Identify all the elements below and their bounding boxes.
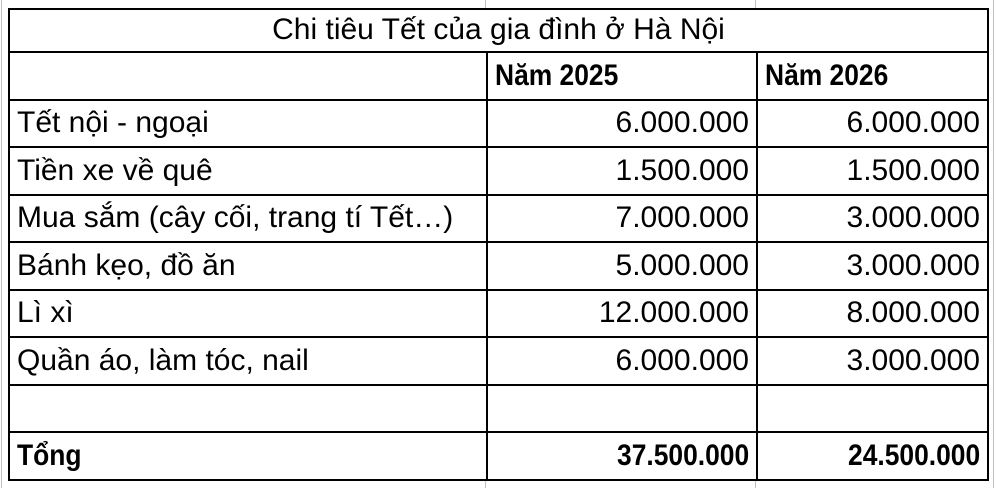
amount-2026-cell[interactable]: 6.000.000	[756, 98, 989, 149]
table-row: Lì xì 12.000.000 8.000.000	[8, 288, 989, 339]
total-label: Tổng	[17, 438, 82, 472]
amount-2025-cell[interactable]: 6.000.000	[486, 98, 758, 149]
header-row: Năm 2025 Năm 2026	[8, 51, 989, 101]
item-label-cell[interactable]: Quần áo, làm tóc, nail	[8, 336, 488, 386]
spending-table: Chi tiêu Tết của gia đình ở Hà Nội Năm 2…	[8, 7, 989, 481]
amount-2025-cell[interactable]: 1.500.000	[486, 146, 758, 196]
column-header-year-2025-label: Năm 2025	[495, 58, 619, 92]
column-header-year-2025-cell[interactable]: Năm 2025	[486, 51, 758, 101]
spreadsheet-gridline-tick-top-1	[485, 0, 486, 8]
spreadsheet-gridline-tick-bottom-2	[755, 481, 756, 488]
item-label-cell[interactable]: Tết nội - ngoại	[8, 98, 488, 149]
table-title-cell[interactable]: Chi tiêu Tết của gia đình ở Hà Nội	[8, 7, 989, 54]
amount-2025-cell[interactable]: 6.000.000	[486, 336, 758, 386]
spreadsheet-gridline-tick-top-2	[755, 0, 756, 8]
table-row: Tết nội - ngoại 6.000.000 6.000.000	[8, 98, 989, 149]
table-row: Tiền xe về quê 1.500.000 1.500.000	[8, 146, 989, 196]
spreadsheet-gridline-right	[993, 0, 994, 488]
amount-2026-cell[interactable]: 1.500.000	[756, 146, 989, 196]
item-label-cell[interactable]: Lì xì	[8, 288, 488, 339]
amount-2026-cell[interactable]: 3.000.000	[756, 193, 989, 244]
amount-2026-cell[interactable]: 8.000.000	[756, 288, 989, 339]
column-header-year-2026-cell[interactable]: Năm 2026	[756, 51, 989, 101]
item-label-cell[interactable]: Mua sắm (cây cối, trang tí Tết…)	[8, 193, 488, 244]
empty-cell[interactable]	[756, 383, 989, 434]
title-row: Chi tiêu Tết của gia đình ở Hà Nội	[8, 7, 989, 54]
amount-2025-cell[interactable]: 12.000.000	[486, 288, 758, 339]
empty-cell[interactable]	[486, 383, 758, 434]
spacer-row	[8, 383, 989, 434]
item-label-cell[interactable]: Tiền xe về quê	[8, 146, 488, 196]
total-amount-2025: 37.500.000	[616, 438, 749, 472]
column-header-year-2026-label: Năm 2026	[765, 58, 889, 92]
table-row: Bánh kẹo, đồ ăn 5.000.000 3.000.000	[8, 241, 989, 291]
amount-2025-cell[interactable]: 7.000.000	[486, 193, 758, 244]
amount-2025-cell[interactable]: 5.000.000	[486, 241, 758, 291]
total-label-cell[interactable]: Tổng	[8, 431, 488, 481]
column-header-item-cell[interactable]	[8, 51, 488, 101]
table-row: Mua sắm (cây cối, trang tí Tết…) 7.000.0…	[8, 193, 989, 244]
empty-cell[interactable]	[8, 383, 488, 434]
total-row: Tổng 37.500.000 24.500.000	[8, 431, 989, 481]
total-amount-2025-cell[interactable]: 37.500.000	[486, 431, 758, 481]
spreadsheet-gridline-tick-bottom-1	[485, 481, 486, 488]
amount-2026-cell[interactable]: 3.000.000	[756, 336, 989, 386]
item-label-cell[interactable]: Bánh kẹo, đồ ăn	[8, 241, 488, 291]
table-row: Quần áo, làm tóc, nail 6.000.000 3.000.0…	[8, 336, 989, 386]
total-amount-2026: 24.500.000	[847, 438, 980, 472]
table-title: Chi tiêu Tết của gia đình ở Hà Nội	[272, 13, 725, 47]
amount-2026-cell[interactable]: 3.000.000	[756, 241, 989, 291]
total-amount-2026-cell[interactable]: 24.500.000	[756, 431, 989, 481]
spreadsheet-gridline-left	[1, 0, 2, 488]
